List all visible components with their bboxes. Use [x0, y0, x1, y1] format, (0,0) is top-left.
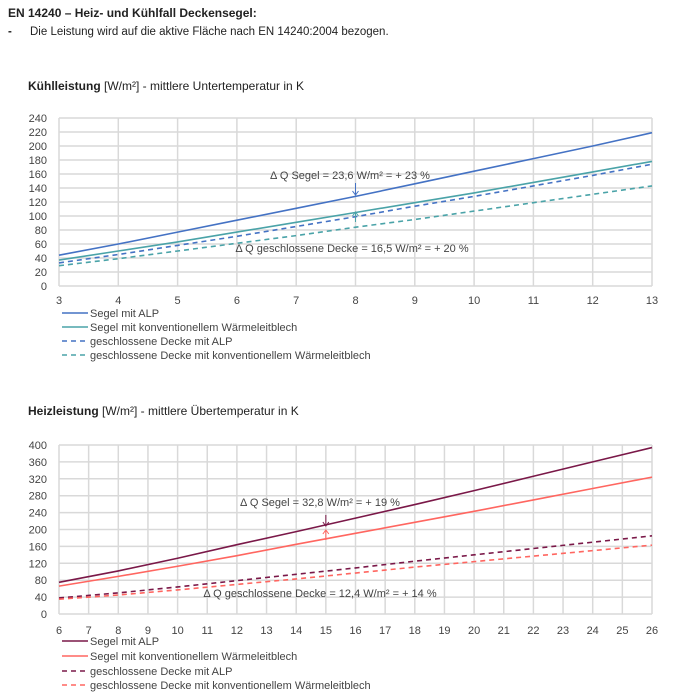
chart-title-cooling: Kühlleistung [W/m²] - mittlere Untertemp… [28, 79, 305, 93]
y-tick-label: 240 [29, 508, 47, 520]
x-tick-label: 6 [56, 625, 62, 637]
y-tick-label: 220 [29, 127, 47, 139]
y-tick-label: 240 [29, 113, 47, 125]
heating-chart: 0 40 80 120 160 200 240 280 320 360 400 6 7 8 9 10 11 12 1… [29, 440, 658, 692]
legend-label: geschlossene Decke mit ALP [90, 336, 232, 348]
bullet: - [8, 26, 12, 38]
arrow-up-icon [322, 529, 330, 540]
x-tick-label: 9 [412, 295, 418, 307]
annotation-segel: Δ Q Segel = 23,6 W/m² = + 23 % [270, 170, 430, 182]
legend-label: Segel mit konventionellem Wärmeleitblech [90, 651, 297, 663]
x-tick-label: 19 [438, 625, 450, 637]
x-tick-label: 18 [409, 625, 421, 637]
legend-label: geschlossene Decke mit konventionellem W… [90, 680, 371, 692]
y-tick-label: 360 [29, 457, 47, 469]
y-tick-label: 160 [29, 169, 47, 181]
y-tick-label: 120 [29, 197, 47, 209]
y-tick-label: 40 [35, 253, 47, 265]
x-tick-label: 7 [293, 295, 299, 307]
arrow-down-icon [322, 515, 330, 527]
series-line [58, 185, 653, 267]
x-tick-label: 24 [587, 625, 599, 637]
x-tick-label: 11 [528, 295, 539, 307]
x-tick-label: 11 [202, 625, 213, 637]
note: - Die Leistung wird auf die aktive Fläche… [8, 26, 389, 38]
x-tick-label: 4 [115, 295, 121, 307]
legend-label: Segel mit ALP [90, 308, 159, 320]
chart-title-heating: Heizleistung [W/m²] - mittlere Übertempe… [28, 404, 299, 418]
y-tick-label: 320 [29, 474, 47, 486]
x-tick-label: 16 [349, 625, 361, 637]
x-tick-label: 13 [646, 295, 658, 307]
x-tick-label: 13 [260, 625, 272, 637]
y-tick-label: 40 [35, 592, 47, 604]
series-line [58, 476, 653, 587]
y-tick-label: 180 [29, 155, 47, 167]
y-tick-label: 80 [35, 225, 47, 237]
x-tick-label: 15 [320, 625, 332, 637]
x-tick-label: 23 [557, 625, 569, 637]
y-tick-label: 200 [29, 525, 47, 537]
annotation-decke: Δ Q geschlossene Decke = 12,4 W/m² = + 1… [203, 588, 436, 600]
y-tick-label: 280 [29, 491, 47, 503]
series-line [58, 131, 653, 256]
x-tick-label: 22 [527, 625, 539, 637]
series-line [58, 535, 653, 599]
x-tick-label: 21 [498, 625, 510, 637]
x-tick-label: 14 [290, 625, 302, 637]
x-tick-label: 20 [468, 625, 480, 637]
x-tick-label: 12 [587, 295, 599, 307]
legend-label: geschlossene Decke mit ALP [90, 666, 232, 678]
y-tick-label: 140 [29, 183, 47, 195]
arrow-down-icon [352, 183, 359, 196]
x-tick-label: 10 [171, 625, 183, 637]
note-text: Die Leistung wird auf die aktive Fläche … [30, 26, 389, 38]
page-heading: EN 14240 – Heiz- und Kühlfall Deckensege… [8, 6, 257, 20]
y-tick-label: 20 [35, 267, 47, 279]
x-tick-label: 10 [468, 295, 480, 307]
x-tick-label: 9 [145, 625, 151, 637]
legend-label: Segel mit ALP [90, 636, 159, 648]
y-tick-label: 160 [29, 541, 47, 553]
x-tick-label: 7 [86, 625, 92, 637]
y-tick-label: 0 [41, 609, 47, 621]
x-tick-label: 3 [56, 295, 62, 307]
y-tick-label: 100 [29, 211, 47, 223]
x-tick-label: 17 [379, 625, 391, 637]
arrow-up-icon [352, 211, 359, 222]
x-tick-label: 8 [115, 625, 121, 637]
series-line [58, 544, 653, 601]
y-tick-label: 120 [29, 558, 47, 570]
annotation-decke: Δ Q geschlossene Decke = 16,5 W/m² = + 2… [235, 243, 468, 255]
x-tick-label: 12 [231, 625, 243, 637]
x-tick-label: 25 [616, 625, 628, 637]
annotation-segel: Δ Q Segel = 32,8 W/m² = + 19 % [240, 497, 400, 509]
series-line [58, 446, 653, 584]
y-tick-label: 60 [35, 239, 47, 251]
legend-label: Segel mit konventionellem Wärmeleitblech [90, 322, 297, 334]
x-tick-label: 6 [234, 295, 240, 307]
x-tick-label: 5 [175, 295, 181, 307]
y-tick-label: 0 [41, 281, 47, 293]
y-tick-label: 80 [35, 575, 47, 587]
legend-label: geschlossene Decke mit konventionellem W… [90, 350, 371, 362]
x-tick-label: 26 [646, 625, 658, 637]
x-tick-label: 8 [352, 295, 358, 307]
y-tick-label: 200 [29, 141, 47, 153]
y-tick-label: 400 [29, 440, 47, 452]
cooling-chart: 0 20 40 60 80 100 120 140 160 180 200 220 240 3 4 5 6 7 8 9… [29, 113, 658, 362]
